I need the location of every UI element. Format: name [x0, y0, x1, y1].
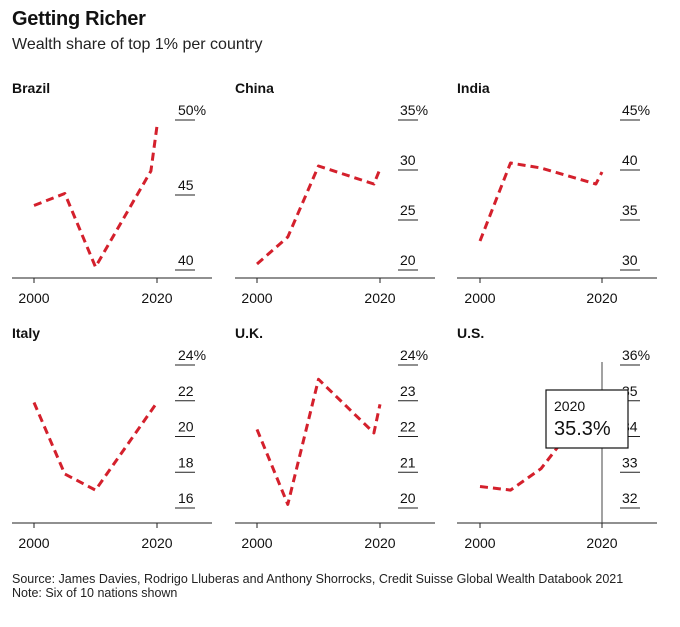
x-tick-label: 2020 — [141, 535, 172, 551]
y-tick-label: 20 — [400, 252, 416, 268]
series-line — [33, 125, 159, 269]
series-line — [478, 161, 604, 242]
y-tick-label: 40 — [178, 252, 194, 268]
tooltip-year: 2020 — [554, 398, 585, 414]
x-tick-label: 2020 — [364, 290, 395, 306]
y-tick-label: 22 — [400, 419, 416, 435]
y-tick-label: 23 — [400, 383, 416, 399]
y-tick-label: 18 — [178, 454, 194, 470]
panel-title: Brazil — [12, 80, 50, 96]
y-tick-label: 33 — [622, 454, 638, 470]
x-tick-label: 2000 — [18, 535, 49, 551]
y-tick-label: 35% — [400, 102, 428, 118]
y-tick-label: 40 — [622, 152, 638, 168]
footer: Source: James Davies, Rodrigo Lluberas a… — [12, 572, 652, 600]
panel-title: U.K. — [235, 325, 263, 341]
y-tick-label: 20 — [178, 419, 194, 435]
panel-title: Italy — [12, 325, 40, 341]
series-line — [32, 401, 159, 492]
y-tick-label: 25 — [400, 202, 416, 218]
y-tick-label: 36% — [622, 347, 650, 363]
chart-subtitle: Wealth share of top 1% per country — [12, 36, 263, 53]
x-tick-label: 2000 — [241, 535, 272, 551]
y-tick-label: 24% — [178, 347, 206, 363]
panel-title: U.S. — [457, 325, 484, 341]
y-tick-label: 32 — [622, 490, 638, 506]
x-tick-label: 2020 — [586, 290, 617, 306]
tooltip-value: 35.3% — [554, 418, 611, 440]
y-tick-label: 45% — [622, 102, 650, 118]
x-tick-label: 2000 — [241, 290, 272, 306]
y-tick-label: 45 — [178, 177, 194, 193]
x-tick-label: 2000 — [18, 290, 49, 306]
x-tick-label: 2020 — [364, 535, 395, 551]
x-tick-label: 2000 — [464, 535, 495, 551]
y-tick-label: 50% — [178, 102, 206, 118]
y-tick-label: 20 — [400, 490, 416, 506]
y-tick-label: 30 — [400, 152, 416, 168]
y-tick-label: 22 — [178, 383, 194, 399]
panel-title: China — [235, 80, 274, 96]
source-note: Source: James Davies, Rodrigo Lluberas a… — [12, 572, 624, 586]
y-tick-label: 35 — [622, 202, 638, 218]
y-tick-label: 21 — [400, 454, 416, 470]
tooltip-box — [545, 389, 629, 449]
y-tick-label: 24% — [400, 347, 428, 363]
series-line — [256, 164, 382, 266]
x-tick-label: 2000 — [464, 290, 495, 306]
x-tick-label: 2020 — [141, 290, 172, 306]
y-tick-label: 16 — [178, 490, 194, 506]
footnote: Note: Six of 10 nations shown — [12, 586, 178, 600]
chart-title: Getting Richer — [12, 8, 146, 30]
panel-title: India — [457, 80, 490, 96]
y-tick-label: 30 — [622, 252, 638, 268]
series-line — [255, 377, 382, 506]
x-tick-label: 2020 — [586, 535, 617, 551]
